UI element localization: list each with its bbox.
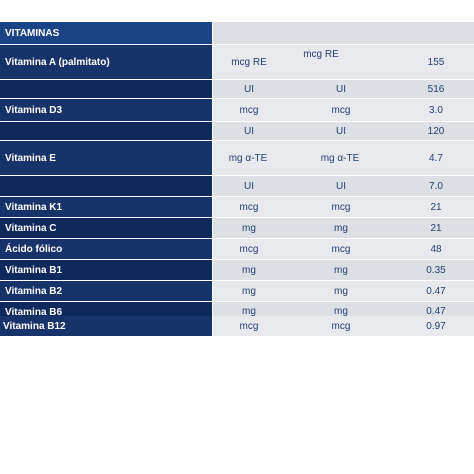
row-label-blank: [0, 122, 212, 140]
row-label-blank: [0, 80, 212, 98]
row-bg: [213, 141, 474, 175]
cell-unit-1: mcg: [239, 104, 259, 116]
cell-unit-1: mg: [242, 285, 256, 297]
cell-value: 4.7: [429, 152, 443, 164]
cell-unit-1: mcg: [239, 243, 259, 255]
cell-unit-2: mcg RE: [303, 48, 339, 60]
cell-value: 7.0: [429, 180, 443, 192]
row-bg: [213, 281, 474, 301]
cell-value: 155: [427, 56, 445, 68]
cell-value: 516: [427, 83, 445, 95]
cell-unit-2: mg: [334, 264, 348, 276]
row-bg: [213, 122, 474, 140]
row-bg: [213, 176, 474, 196]
table-header-blank: [213, 22, 474, 44]
cell-value: 48: [430, 243, 442, 255]
cell-unit-2: UI: [336, 83, 346, 95]
cell-value: 120: [427, 125, 445, 137]
row-label-vitamina-b1: Vitamina B1: [0, 260, 212, 280]
cell-unit-2: mg: [334, 285, 348, 297]
row-label-blank: [0, 176, 212, 196]
cell-value: 0.47: [426, 306, 446, 317]
cell-value: 0.97: [426, 320, 446, 332]
cell-value: 21: [430, 201, 442, 213]
cell-unit-2: UI: [336, 125, 346, 137]
cell-unit-2: mcg: [331, 201, 351, 213]
row-label-vitamina-b2: Vitamina B2: [0, 281, 212, 301]
row-label-vitamina-c: Vitamina C: [0, 218, 212, 238]
cell-unit-2: mg α-TE: [320, 152, 360, 164]
cell-unit-1: mg: [242, 306, 256, 317]
row-bg: [213, 316, 474, 336]
cell-value: 21: [430, 222, 442, 234]
row-bg: [213, 99, 474, 121]
row-bg: [213, 260, 474, 280]
cell-unit-1: mg α-TE: [228, 152, 268, 164]
row-bg: [213, 239, 474, 259]
row-bg: [213, 197, 474, 217]
cell-unit-2: mg: [334, 306, 348, 317]
row-label-acido-folico: Ácido fólico: [0, 239, 212, 259]
row-label-vitamina-a: Vitamina A (palmitato): [0, 45, 212, 79]
cell-unit-1: UI: [244, 125, 254, 137]
cell-unit-1: mcg: [239, 320, 259, 332]
cell-unit-2: mcg: [331, 243, 351, 255]
row-label-vitamina-b12: Vitamina B12: [0, 316, 212, 336]
cell-unit-2: mg: [334, 222, 348, 234]
row-bg: [213, 80, 474, 98]
cell-unit-1: mcg RE: [231, 56, 267, 68]
cell-unit-2: mcg: [331, 320, 351, 332]
cell-value: 3.0: [429, 104, 443, 116]
cell-unit-1: UI: [244, 180, 254, 192]
row-bg: [213, 302, 474, 318]
cell-unit-2: UI: [336, 180, 346, 192]
row-label-vitamina-k1: Vitamina K1: [0, 197, 212, 217]
table-header-label: VITAMINAS: [0, 22, 212, 44]
cell-unit-1: mg: [242, 264, 256, 276]
cell-unit-1: UI: [244, 83, 254, 95]
row-bg: [213, 218, 474, 238]
row-bg: [213, 45, 474, 79]
cell-unit-2: mcg: [331, 104, 351, 116]
cell-value: 0.35: [426, 264, 446, 276]
row-label-vitamina-b6: Vitamina B6: [0, 302, 212, 318]
cell-unit-1: mcg: [239, 201, 259, 213]
row-label-vitamina-e: Vitamina E: [0, 141, 212, 175]
cell-unit-1: mg: [242, 222, 256, 234]
row-label-vitamina-d3: Vitamina D3: [0, 99, 212, 121]
cell-value: 0.47: [426, 285, 446, 297]
